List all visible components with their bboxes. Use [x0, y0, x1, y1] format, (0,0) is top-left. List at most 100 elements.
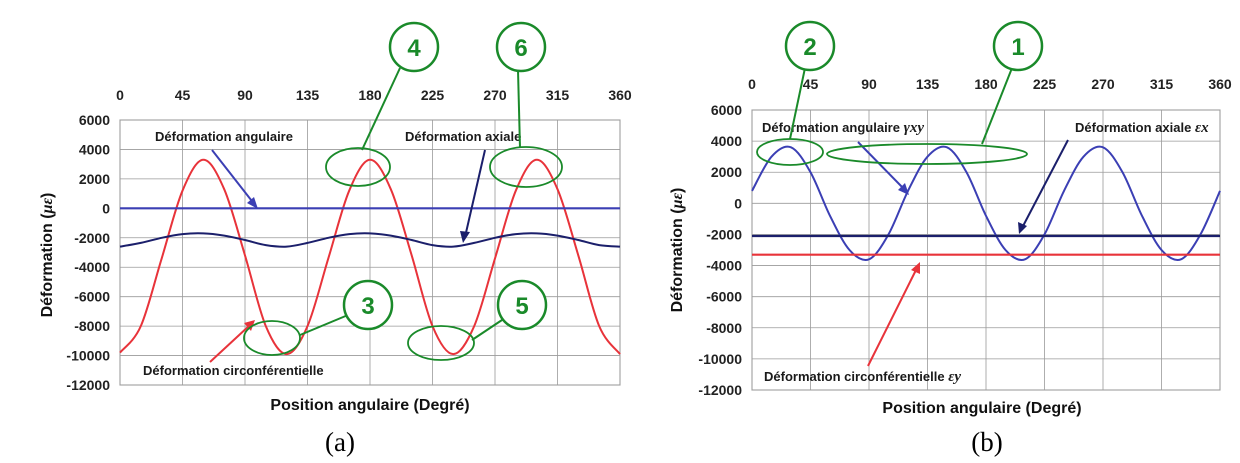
grid-b — [751, 109, 1221, 391]
x-tick-label: 360 — [1208, 76, 1232, 92]
arrowhead-angular-a — [247, 197, 258, 209]
series-a — [119, 158, 621, 356]
x-tick-label: 270 — [1091, 76, 1115, 92]
callout-ellipse-5 — [407, 325, 475, 361]
callout-number-6: 6 — [514, 35, 527, 62]
x-tick-label: 90 — [237, 87, 253, 103]
callout-leader-4 — [361, 67, 401, 151]
y-tick-label: -2000 — [706, 226, 742, 242]
x-tick-label: 315 — [1150, 76, 1174, 92]
x-tick-label: 0 — [748, 76, 756, 92]
y-tick-label: -12000 — [698, 382, 742, 398]
series-b — [751, 145, 1221, 261]
y-tick-label: -6000 — [74, 289, 110, 305]
y-tick-label: -8000 — [74, 318, 110, 334]
callout-2: 2 — [756, 20, 836, 166]
label-axial-a: Déformation axiale — [405, 129, 521, 144]
callout-circle-4 — [388, 21, 440, 73]
y-tick-label: -2000 — [74, 230, 110, 246]
y-tick-label: 2000 — [711, 164, 742, 180]
x-tick-label: 0 — [116, 87, 124, 103]
arrow-axial-b — [1021, 139, 1069, 229]
panel-label-b: (b) — [971, 427, 1002, 457]
x-axis-title-a: Position angulaire (Degré) — [270, 397, 469, 414]
y-tick-label: 4000 — [79, 141, 110, 157]
callout-number-1: 1 — [1011, 34, 1024, 61]
series-line-blue — [751, 145, 1221, 261]
label-angular-a: Déformation angulaire — [155, 129, 293, 144]
label-circumferential-b: Déformation circonférentielle εy — [764, 369, 961, 385]
panel-b: 0 45 90 135 180 225 270 315 360 6000 4000 2000 0 -20… — [669, 20, 1232, 457]
callout-number-2: 2 — [803, 34, 816, 61]
y-tick-label: -4000 — [74, 259, 110, 275]
arrowhead-axial-a — [460, 231, 470, 243]
x-tick-label: 180 — [974, 76, 998, 92]
y-tick-label: 6000 — [711, 102, 742, 118]
arrowhead-circumferential-a — [244, 320, 255, 331]
callout-circle-5 — [496, 279, 548, 331]
grid-a — [119, 119, 621, 386]
callout-ellipse-4 — [325, 147, 391, 187]
x-tick-label: 225 — [421, 87, 445, 103]
x-tick-labels-a: 0 45 90 135 180 225 270 315 360 — [116, 87, 632, 103]
x-tick-label: 225 — [1033, 76, 1057, 92]
arrowhead-circumferential-b — [911, 262, 920, 274]
x-axis-title-b: Position angulaire (Degré) — [882, 400, 1081, 417]
series-line-red — [119, 158, 621, 356]
x-tick-label: 360 — [608, 87, 632, 103]
series-line-navy — [119, 232, 621, 248]
callout-number-5: 5 — [515, 293, 528, 320]
callout-leader-3 — [299, 314, 349, 336]
callout-ellipse-1 — [826, 143, 1028, 165]
callout-ellipse-6 — [489, 146, 563, 188]
y-tick-labels-a: 6000 4000 2000 0 -2000 -4000 -6000 -8000 -10000 -… — [66, 112, 110, 393]
callout-number-4: 4 — [407, 35, 421, 62]
panel-a: 0 45 90 135 180 225 270 315 360 6000400020000-20… — [39, 21, 632, 457]
arrow-angular-a — [211, 149, 256, 206]
y-tick-label: 6000 — [79, 112, 110, 128]
arrow-circumferential-b — [867, 267, 918, 367]
y-tick-label: 0 — [734, 195, 742, 211]
label-axial-b: Déformation axiale εx — [1075, 120, 1209, 136]
x-tick-label: 45 — [803, 76, 819, 92]
x-tick-label: 180 — [358, 87, 382, 103]
callout-number-3: 3 — [361, 293, 374, 320]
callout-5: 5 — [407, 279, 548, 361]
y-axis-title-a: Déformation (με) — [39, 193, 56, 318]
x-tick-labels-b: 0 45 90 135 180 225 270 315 360 — [748, 76, 1232, 92]
y-tick-label: 2000 — [79, 171, 110, 187]
callout-circle-6 — [495, 21, 547, 73]
callout-circle-2 — [784, 20, 836, 72]
label-angular-b: Déformation angulaire γxy — [762, 120, 924, 136]
label-circumferential-a: Déformation circonférentielle — [143, 363, 324, 378]
y-tick-label: -10000 — [66, 348, 110, 364]
plot-area-a — [119, 119, 621, 386]
panel-label-a: (a) — [325, 427, 355, 457]
callout-circle-3 — [342, 279, 394, 331]
arrow-axial-a — [464, 149, 486, 238]
arrowhead-axial-b — [1018, 222, 1027, 234]
arrow-angular-b — [857, 141, 906, 191]
arrow-circumferential-a — [209, 324, 251, 363]
x-tick-label: 135 — [916, 76, 940, 92]
callout-ellipse-3 — [243, 320, 301, 356]
callout-leader-2 — [789, 67, 806, 140]
y-tick-label: -10000 — [698, 351, 742, 367]
y-tick-label: 4000 — [711, 133, 742, 149]
callout-leader-6 — [517, 69, 521, 149]
arrowhead-angular-b — [898, 183, 909, 195]
callout-1: 1 — [826, 20, 1044, 165]
x-tick-label: 270 — [483, 87, 507, 103]
y-tick-label: -8000 — [706, 320, 742, 336]
x-tick-label: 135 — [296, 87, 320, 103]
callout-leader-1 — [981, 67, 1013, 145]
y-tick-labels-b: 6000 4000 2000 0 -2000 -4000 -6000 -8000 -10000 -… — [698, 102, 742, 398]
callout-4: 4 — [325, 21, 440, 187]
y-tick-label: -12000 — [66, 377, 110, 393]
y-tick-label: -4000 — [706, 258, 742, 274]
y-tick-label: -6000 — [706, 289, 742, 305]
callout-3: 3 — [243, 279, 394, 356]
y-axis-title-b: Déformation (με) — [669, 188, 686, 313]
callout-6: 6 — [489, 21, 563, 188]
